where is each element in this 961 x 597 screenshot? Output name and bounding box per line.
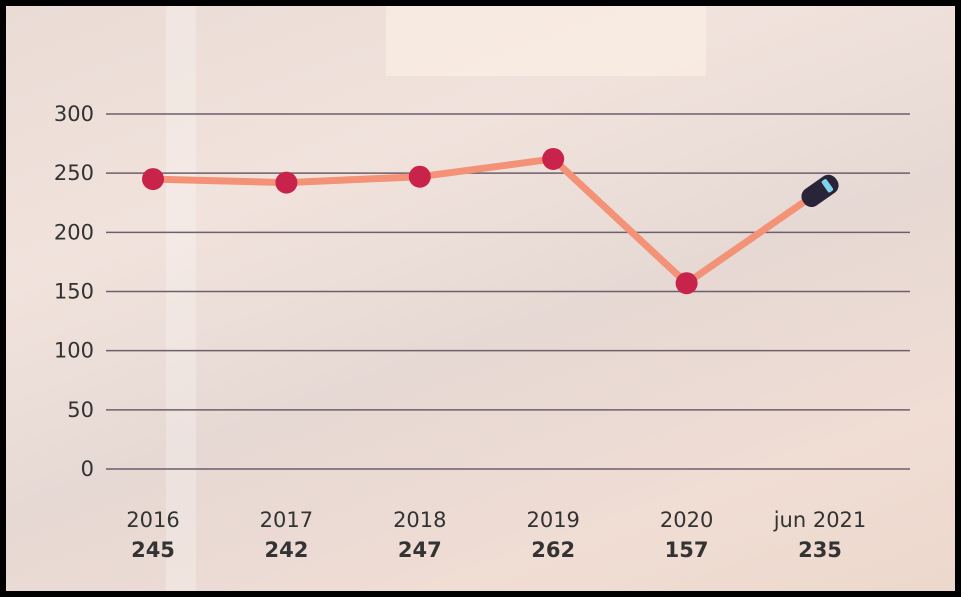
x-tick-label: 2016	[126, 508, 179, 532]
value-label: 235	[798, 538, 842, 562]
y-tick-label: 250	[54, 161, 94, 185]
value-label: 247	[398, 538, 442, 562]
background-pole	[166, 6, 196, 591]
x-tick-label: 2019	[526, 508, 579, 532]
car-body	[801, 174, 839, 208]
y-tick-label: 50	[67, 398, 94, 422]
value-label: 245	[131, 538, 175, 562]
background-glow	[386, 6, 706, 76]
value-label: 262	[531, 538, 575, 562]
marker	[542, 147, 565, 170]
chart: 0 50 100 150 200 250 300 2016 245 2017 242 2018 247 2…	[54, 6, 910, 591]
marker	[408, 165, 431, 188]
marker	[275, 171, 298, 194]
y-tick-label: 200	[54, 220, 94, 244]
car-marker	[801, 174, 839, 208]
y-tick-label: 150	[54, 280, 94, 304]
x-tick-label: jun 2021	[773, 508, 867, 532]
marker	[142, 168, 164, 191]
x-tick-label: 2020	[660, 508, 713, 532]
y-tick-label: 0	[81, 457, 94, 481]
y-tick-label: 300	[54, 102, 94, 126]
x-tick-label: 2017	[260, 508, 313, 532]
car-window	[821, 179, 834, 193]
y-tick-label: 100	[54, 339, 94, 363]
value-label: 242	[264, 538, 308, 562]
x-tick-label: 2018	[393, 508, 446, 532]
marker	[675, 272, 698, 295]
value-label: 157	[665, 538, 709, 562]
line	[152, 155, 822, 287]
